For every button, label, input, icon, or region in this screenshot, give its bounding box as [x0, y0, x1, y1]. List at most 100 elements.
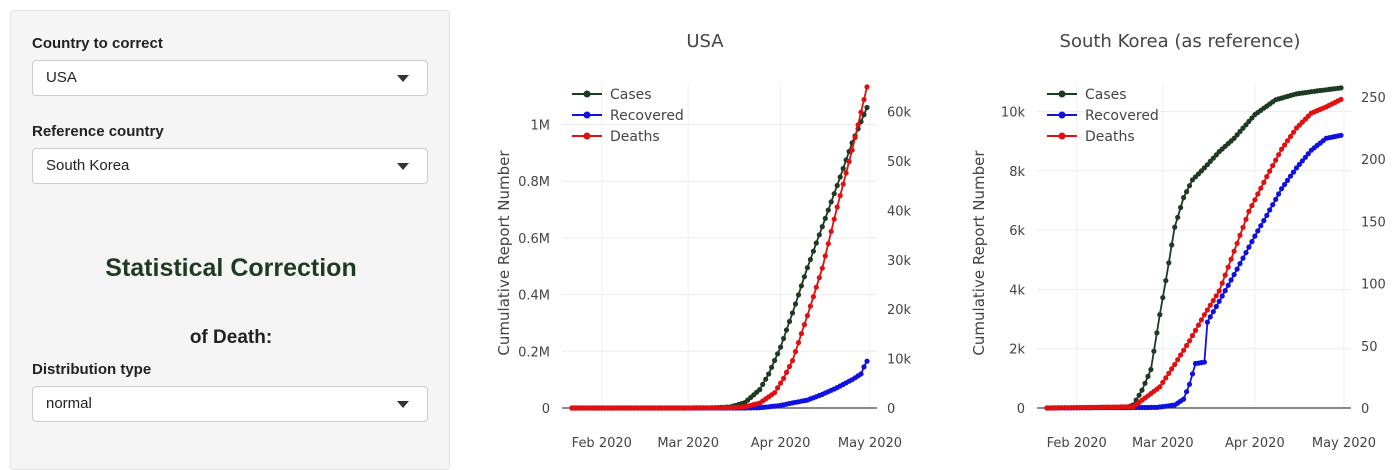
deaths-data-point — [1222, 272, 1228, 278]
legend-recovered-label: Recovered — [610, 108, 684, 124]
deaths-data-point — [1252, 197, 1258, 203]
deaths-data-point — [837, 193, 843, 199]
legend-deaths-marker — [1058, 132, 1066, 140]
deaths-data-point — [1249, 203, 1255, 209]
distribution-type-label: Distribution type — [32, 361, 152, 378]
deaths-data-point — [1338, 96, 1344, 102]
deaths-data-point — [795, 340, 802, 346]
deaths-data-point — [825, 241, 831, 247]
recovered-data-point — [1231, 272, 1237, 278]
cases-data-point — [775, 351, 781, 357]
deaths-data-point — [789, 358, 796, 364]
cases-data-point — [1157, 312, 1163, 318]
country-to-correct-select[interactable]: USA — [32, 60, 428, 96]
x-tick-label: Feb 2020 — [1047, 436, 1107, 451]
cases-data-point — [1210, 155, 1216, 161]
country-to-correct-label: Country to correct — [32, 35, 163, 52]
cases-data-point — [1145, 373, 1151, 379]
cases-data-point — [864, 104, 870, 111]
deaths-data-point — [1219, 280, 1225, 286]
cases-data-point — [772, 357, 778, 364]
recovered-data-point — [1296, 161, 1302, 167]
cases-data-point — [795, 292, 802, 298]
reference-country-select[interactable]: South Korea — [32, 148, 428, 184]
recovered-data-point — [1276, 191, 1282, 197]
recovered-data-point — [1186, 381, 1193, 387]
cases-data-point — [1160, 295, 1166, 301]
deaths-data-point — [1287, 133, 1294, 140]
cases-data-point — [819, 224, 825, 230]
recovered-data-point — [1267, 207, 1273, 213]
cases-data-point — [786, 318, 793, 325]
distribution-type-select[interactable]: normal — [32, 386, 428, 422]
y2-tick-label: 200 — [1361, 153, 1386, 168]
recovered-data-point — [1264, 212, 1270, 218]
recovered-data-point — [1305, 151, 1311, 157]
legend-deaths-label: Deaths — [1085, 129, 1135, 145]
recovered-data-point — [1261, 218, 1267, 224]
y-tick-label: 0.6M — [518, 232, 550, 247]
recovered-data-point — [1207, 314, 1213, 320]
reference-country-label: Reference country — [32, 123, 164, 140]
deaths-data-point — [1181, 347, 1187, 353]
deaths-data-point — [1284, 138, 1291, 144]
y-tick-label: 1M — [531, 119, 551, 134]
y2-tick-label: 0 — [1361, 402, 1369, 417]
y2-tick-label: 50k — [887, 155, 912, 170]
deaths-data-point — [840, 181, 846, 187]
deaths-data-point — [1258, 185, 1264, 191]
legend-cases-label: Cases — [1085, 87, 1127, 103]
cases-data-point — [813, 240, 819, 246]
deaths-data-point — [1195, 322, 1202, 328]
legend-cases-marker — [583, 90, 591, 98]
cases-data-point — [1151, 348, 1157, 354]
cases-data-point — [1154, 330, 1160, 336]
deaths-data-point — [792, 349, 799, 355]
deaths-data-point — [778, 380, 784, 386]
recovered-data-point — [1293, 165, 1300, 171]
legend-deaths-marker — [583, 132, 591, 140]
cases-data-point — [801, 274, 807, 280]
cases-data-point — [1139, 387, 1145, 393]
recovered-data-point — [1234, 266, 1240, 272]
deaths-data-point — [858, 109, 864, 115]
deaths-data-point — [1166, 370, 1172, 376]
recovered-data-point — [1228, 277, 1234, 283]
deaths-data-point — [1270, 163, 1276, 169]
deaths-data-point — [1225, 264, 1231, 270]
recovered-data-point — [1270, 202, 1276, 208]
cases-data-point — [1240, 125, 1246, 131]
y-tick-label: 10k — [1001, 106, 1026, 121]
cases-data-point — [769, 364, 775, 370]
deaths-data-point — [775, 385, 781, 391]
deaths-data-point — [864, 84, 870, 90]
sidebar-panel: Country to correct USA Reference country… — [10, 10, 450, 470]
recovered-data-point — [1258, 223, 1264, 229]
deaths-data-point — [1172, 361, 1178, 368]
deaths-data-point — [1273, 157, 1279, 163]
y2-tick-label: 20k — [887, 303, 912, 318]
deaths-data-point — [831, 216, 837, 222]
recovered-data-point — [1225, 282, 1231, 288]
x-tick-label: Mar 2020 — [1132, 436, 1194, 451]
x-tick-label: Mar 2020 — [657, 436, 719, 451]
y-tick-label: 0.4M — [518, 289, 550, 304]
cases-data-point — [1246, 118, 1252, 124]
cases-data-point — [1142, 380, 1148, 386]
legend-deaths-label: Deaths — [610, 129, 660, 145]
chevron-down-icon — [397, 75, 409, 82]
deaths-data-point — [1186, 338, 1193, 344]
deaths-data-point — [1282, 142, 1288, 148]
recovered-data-point — [861, 364, 867, 370]
y2-tick-label: 60k — [887, 106, 912, 121]
y2-tick-label: 50 — [1361, 340, 1378, 355]
recovered-data-point — [1255, 228, 1261, 234]
deaths-data-point — [783, 369, 790, 375]
cases-data-point — [834, 182, 840, 189]
x-tick-label: Apr 2020 — [751, 436, 811, 451]
recovered-data-point — [1287, 173, 1294, 179]
deaths-data-point — [801, 322, 807, 328]
x-tick-label: Feb 2020 — [572, 436, 632, 451]
deaths-data-point — [798, 331, 804, 337]
section-subheading: of Death: — [189, 327, 273, 348]
